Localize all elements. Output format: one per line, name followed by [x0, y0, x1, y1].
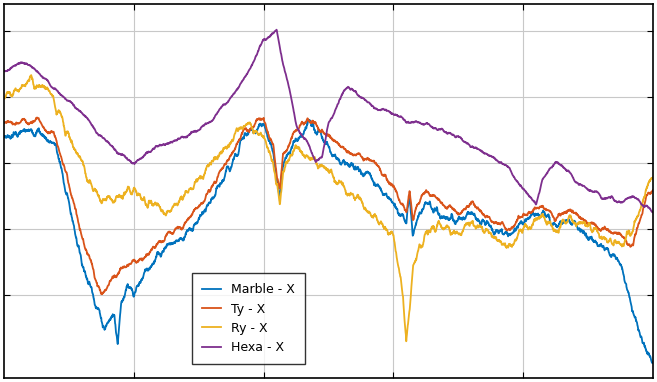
Marble - X	[74, 244, 82, 249]
Legend: Marble - X, Ty - X, Ry - X, Hexa - X: Marble - X, Ty - X, Ry - X, Hexa - X	[192, 274, 305, 364]
Hexa - X	[249, 61, 257, 65]
Marble - X	[277, 183, 285, 188]
Hexa - X	[277, 52, 285, 57]
Ry - X	[113, 195, 121, 199]
Marble - X	[0, 134, 8, 139]
Ty - X	[567, 207, 575, 212]
Marble - X	[249, 129, 257, 134]
Ry - X	[27, 73, 35, 78]
Hexa - X	[649, 210, 657, 215]
Hexa - X	[113, 150, 121, 154]
Ry - X	[249, 131, 257, 135]
Ry - X	[567, 213, 575, 218]
Ty - X	[250, 125, 258, 129]
Marble - X	[566, 220, 574, 225]
Hexa - X	[566, 171, 574, 176]
Marble - X	[637, 333, 645, 338]
Line: Marble - X: Marble - X	[4, 120, 653, 363]
Line: Ry - X: Ry - X	[4, 75, 653, 341]
Ty - X	[74, 220, 82, 225]
Hexa - X	[273, 28, 281, 32]
Ty - X	[637, 216, 645, 220]
Ry - X	[402, 339, 410, 343]
Hexa - X	[637, 200, 645, 205]
Marble - X	[306, 118, 313, 122]
Marble - X	[113, 333, 121, 338]
Hexa - X	[648, 210, 656, 215]
Ty - X	[33, 115, 41, 120]
Ry - X	[277, 190, 285, 194]
Line: Ty - X: Ty - X	[4, 117, 653, 294]
Marble - X	[648, 361, 656, 366]
Line: Hexa - X: Hexa - X	[4, 30, 653, 212]
Marble - X	[649, 360, 657, 365]
Ty - X	[97, 292, 105, 296]
Ty - X	[277, 169, 285, 174]
Ty - X	[113, 273, 121, 278]
Ry - X	[0, 96, 8, 101]
Ty - X	[649, 188, 657, 193]
Ry - X	[74, 154, 82, 158]
Hexa - X	[74, 107, 82, 112]
Ry - X	[637, 207, 645, 212]
Ry - X	[649, 175, 657, 180]
Ty - X	[0, 121, 8, 125]
Hexa - X	[0, 69, 8, 73]
